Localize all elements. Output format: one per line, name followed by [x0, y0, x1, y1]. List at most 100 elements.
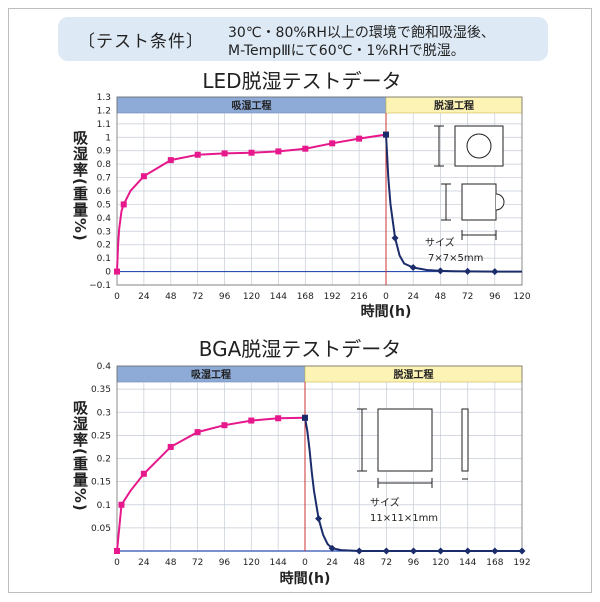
- desorb-data-point: [464, 267, 472, 275]
- component-side-view: [461, 183, 497, 221]
- y-tick-label: 0.3: [97, 227, 111, 237]
- chart-title: BGA脱湿テストデータ: [199, 337, 402, 361]
- x-tick-label: 0: [302, 558, 308, 568]
- absorb-phase-label: 吸湿工程: [191, 368, 231, 381]
- x-tick-label: 48: [354, 558, 366, 568]
- desorb-data-point: [302, 414, 308, 421]
- absorb-data-point: [167, 157, 174, 164]
- absorb-data-point: [275, 415, 282, 422]
- x-tick-label: 120: [513, 292, 530, 302]
- size-value: 11×11×1mm: [370, 513, 438, 524]
- y-tick-label: 0.3: [97, 408, 111, 418]
- desorb-phase-label: 脱湿工程: [394, 368, 434, 381]
- y-tick-label: 0.05: [91, 524, 111, 534]
- x-tick-label: 144: [270, 558, 287, 568]
- size-label: サイズ: [370, 496, 400, 509]
- x-tick-label: 24: [138, 558, 150, 568]
- chart-title: LED脱湿テストデータ: [202, 69, 401, 93]
- absorb-data-point: [167, 443, 174, 450]
- desorb-data-point: [391, 234, 399, 242]
- x-tick-label: 24: [138, 292, 150, 302]
- y-tick-label: 0.2: [97, 455, 111, 465]
- absorb-data-point: [114, 268, 120, 275]
- outer-frame: [8, 8, 592, 593]
- y-axis-label: 吸湿率(重量%): [71, 400, 89, 512]
- x-tick-label: 192: [324, 292, 341, 302]
- x-tick-label: 0: [114, 558, 120, 568]
- component-dome: [495, 193, 505, 211]
- x-tick-label: 48: [435, 292, 447, 302]
- x-tick-label: 72: [381, 558, 392, 568]
- y-tick-label: 0.6: [97, 187, 112, 197]
- y-tick-label: 0.8: [97, 160, 112, 170]
- absorb-data-point: [275, 148, 282, 155]
- y-tick-label: 0.5: [97, 200, 111, 210]
- x-tick-label: 168: [297, 292, 314, 302]
- y-axis-label: 吸湿率(重量%): [71, 130, 89, 242]
- absorb-phase-label: 吸湿工程: [232, 99, 272, 112]
- y-tick-label: 0.2: [97, 241, 111, 251]
- y-tick-label: 0.1: [97, 501, 111, 511]
- y-tick-label: 1.3: [97, 93, 111, 103]
- absorb-data-point: [248, 149, 255, 156]
- x-tick-label: 144: [459, 558, 476, 568]
- absorb-data-point: [248, 417, 255, 424]
- y-tick-label: 0.4: [97, 214, 112, 224]
- desorb-data-point: [436, 267, 444, 275]
- absorb-data-point: [120, 201, 127, 208]
- x-tick-label: 192: [513, 558, 530, 568]
- x-tick-label: 96: [408, 558, 420, 568]
- x-tick-label: 24: [407, 292, 419, 302]
- size-value: 7×7×5mm: [428, 253, 483, 264]
- component-lens-circle: [466, 133, 492, 159]
- x-tick-label: 168: [486, 558, 503, 568]
- absorb-data-point: [140, 470, 147, 477]
- y-tick-label: 0.35: [91, 385, 111, 395]
- test-conditions-label: 〔テスト条件〕: [78, 32, 204, 52]
- y-tick-label: −0.1: [89, 281, 111, 291]
- x-tick-label: 24: [326, 558, 338, 568]
- desorb-data-point: [355, 547, 363, 555]
- x-tick-label: 96: [219, 292, 231, 302]
- absorb-data-point: [221, 422, 228, 429]
- absorb-data-point: [329, 140, 336, 147]
- absorb-series-line: [116, 133, 387, 272]
- desorb-phase-label: 脱湿工程: [434, 99, 474, 112]
- x-tick-label: 0: [383, 292, 389, 302]
- component-top-view: [377, 408, 433, 472]
- desorb-data-point: [464, 547, 472, 555]
- x-tick-label: 96: [489, 292, 501, 302]
- y-tick-label: 0.15: [91, 478, 111, 488]
- absorb-data-point: [221, 150, 228, 157]
- desorb-data-point: [328, 544, 336, 552]
- x-tick-label: 216: [351, 292, 368, 302]
- y-tick-label: 0.9: [97, 147, 112, 157]
- x-tick-label: 48: [165, 558, 177, 568]
- x-tick-label: 0: [114, 292, 120, 302]
- x-tick-label: 48: [165, 292, 177, 302]
- plot-frame: [116, 96, 523, 286]
- desorb-data-point: [491, 547, 499, 555]
- x-tick-label: 120: [243, 558, 260, 568]
- x-tick-label: 120: [432, 558, 449, 568]
- desorb-series-line: [385, 134, 522, 273]
- desorb-data-point: [383, 131, 389, 138]
- x-axis-label: 時間(h): [280, 570, 331, 587]
- desorb-data-point: [315, 515, 323, 523]
- condition-line-1: 30℃・80%RH以上の環境で飽和吸湿後、: [228, 25, 495, 41]
- y-tick-label: 0.25: [91, 431, 111, 441]
- test-conditions-banner: 〔テスト条件〕 30℃・80%RH以上の環境で飽和吸湿後、 M-TempⅢにて6…: [58, 17, 548, 61]
- component-side-view: [461, 408, 469, 472]
- desorb-data-point: [382, 547, 390, 555]
- y-tick-label: 1: [105, 133, 111, 143]
- size-label: サイズ: [425, 236, 455, 249]
- y-tick-label: 0: [105, 268, 111, 278]
- y-tick-label: 1.2: [97, 106, 111, 116]
- desorb-data-point: [437, 547, 445, 555]
- desorb-data-point: [410, 547, 417, 555]
- condition-line-2: M-TempⅢにて60℃・1%RHで脱湿。: [228, 43, 465, 59]
